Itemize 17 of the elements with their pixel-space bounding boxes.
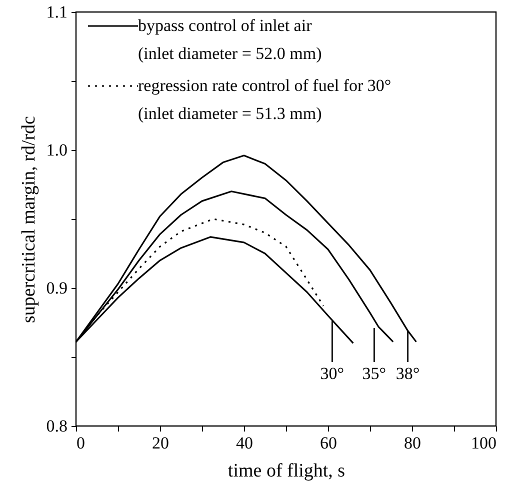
y-tick-label: 0.9 xyxy=(46,278,68,298)
x-axis-title: time of flight, s xyxy=(228,460,346,482)
x-tick-label: 0 xyxy=(76,434,85,452)
legend-label: regression rate control of fuel for 30° (inlet diameter = 51.3 mm) xyxy=(138,76,392,123)
x-tick-label: 40 xyxy=(236,434,253,452)
annotation: 38° xyxy=(396,364,420,383)
y-tick-label: 1.1 xyxy=(46,2,68,22)
x-tick-label: 60 xyxy=(320,434,337,452)
annotation: 30° xyxy=(320,364,344,383)
y-tick-label: 0.8 xyxy=(46,416,68,436)
annotation: 35° xyxy=(362,364,386,383)
x-tick-label: 20 xyxy=(152,434,169,452)
legend-label: bypass control of inlet air (inlet diameter = 52.0 mm) xyxy=(138,16,322,63)
y-axis-title: supercritical margin, rd/rdc xyxy=(18,116,40,323)
y-tick-label: 1.0 xyxy=(46,140,68,160)
x-tick-label: 100 xyxy=(471,434,496,452)
x-tick-label: 80 xyxy=(404,434,421,452)
